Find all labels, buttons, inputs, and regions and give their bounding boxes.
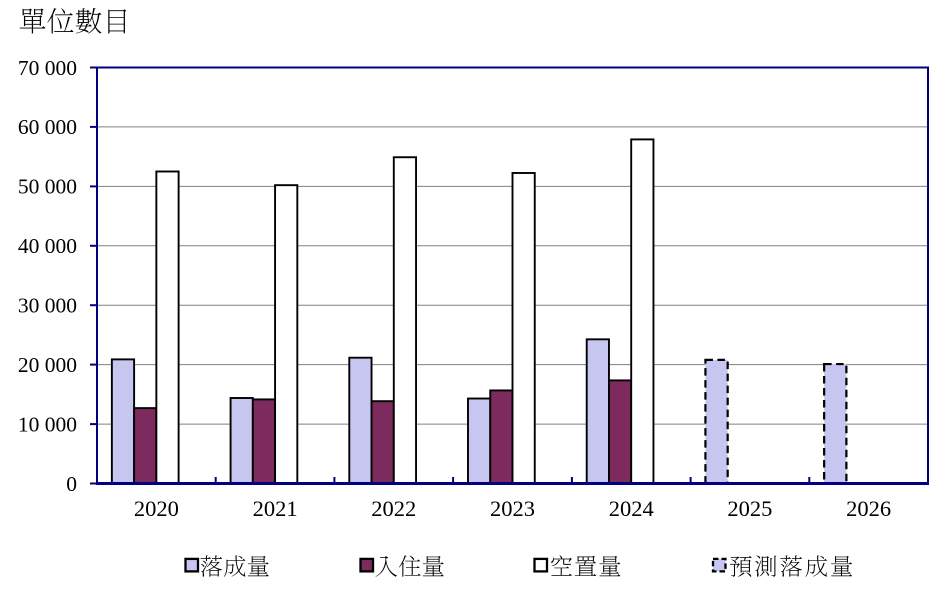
svg-text:50 000: 50 000 xyxy=(18,175,77,199)
svg-text:2025: 2025 xyxy=(727,496,772,521)
svg-text:30 000: 30 000 xyxy=(18,294,77,318)
svg-text:2024: 2024 xyxy=(609,496,654,521)
svg-text:2021: 2021 xyxy=(253,496,298,521)
svg-text:2020: 2020 xyxy=(134,496,179,521)
svg-text:60 000: 60 000 xyxy=(18,115,77,139)
svg-text:2026: 2026 xyxy=(846,496,891,521)
svg-text:40 000: 40 000 xyxy=(18,234,77,258)
svg-text:10 000: 10 000 xyxy=(18,412,77,436)
svg-text:20 000: 20 000 xyxy=(18,353,77,377)
svg-text:2022: 2022 xyxy=(371,496,416,521)
svg-text:2023: 2023 xyxy=(490,496,535,521)
svg-text:0: 0 xyxy=(66,472,77,496)
svg-text:70 000: 70 000 xyxy=(18,56,77,80)
